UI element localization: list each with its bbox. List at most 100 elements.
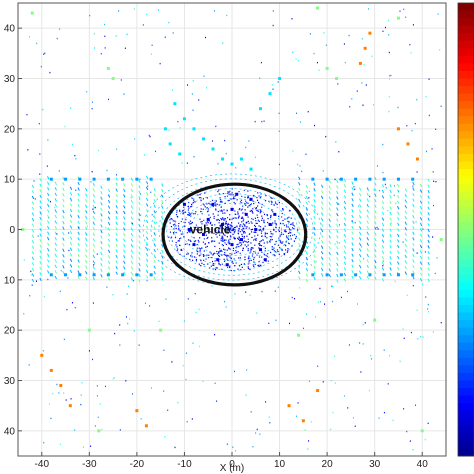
road-scan-dash [100, 185, 103, 189]
central-cloud-point [227, 228, 229, 230]
road-scan-dash [54, 181, 57, 186]
data-point [316, 6, 320, 10]
colorbar-segment [458, 237, 474, 246]
data-point [420, 429, 424, 433]
road-scan-dash [39, 205, 42, 210]
central-cloud-point [278, 237, 280, 239]
road-scan-dash [381, 245, 385, 249]
central-cloud-point [241, 225, 244, 227]
y-tick-label: 10 [4, 175, 16, 186]
data-point [325, 66, 329, 70]
central-cloud-point [209, 222, 212, 225]
central-cloud-point [226, 254, 228, 256]
road-scan-dash [161, 266, 164, 270]
scatter-cloud-point [139, 178, 141, 180]
road-scan-dash [69, 253, 73, 257]
scatter-cloud-point [376, 226, 378, 229]
scatter-cloud-point [167, 409, 169, 411]
central-cloud-point [240, 217, 243, 220]
scatter-cloud-point [420, 335, 422, 338]
road-scan-dash [69, 264, 73, 268]
central-cloud-point [238, 257, 240, 259]
scatter-cloud-point [120, 79, 122, 81]
colorbar-segment [458, 154, 474, 163]
road-scan-dash [328, 257, 331, 261]
central-cloud-point [200, 208, 202, 210]
scatter-cloud-point [157, 9, 159, 11]
road-scan-dash [358, 226, 362, 230]
road-scan-dash [412, 226, 415, 230]
road-scan-dash [31, 206, 35, 211]
road-scan-dash [47, 253, 50, 257]
central-cloud-point [227, 254, 229, 257]
colorbar-segment [458, 403, 474, 412]
scatter-cloud-point [163, 390, 165, 392]
central-cloud-point [232, 249, 235, 252]
central-cloud-point [178, 227, 180, 229]
data-point [249, 197, 253, 201]
central-cloud-point [260, 232, 263, 234]
road-scan-dash [298, 182, 301, 186]
central-cloud-point [240, 224, 242, 226]
scatter-cloud-point [43, 295, 45, 298]
central-cloud-point [278, 230, 281, 233]
scan-ring-arc [150, 178, 314, 281]
scatter-cloud-point [402, 241, 404, 243]
data-point [187, 228, 191, 231]
central-cloud-point [250, 248, 252, 250]
central-cloud-point [218, 189, 220, 191]
central-cloud-point [233, 237, 235, 240]
central-cloud-point [234, 252, 236, 255]
scatter-cloud-point [272, 88, 274, 90]
road-scan-dash [419, 266, 423, 271]
central-cloud-point [252, 264, 254, 266]
scatter-cloud-point [373, 189, 375, 191]
central-cloud-point [234, 230, 236, 232]
scatter-cloud-point [393, 194, 395, 197]
central-cloud-point [264, 225, 266, 227]
central-cloud-point [247, 266, 249, 268]
central-cloud-point [272, 233, 274, 235]
central-cloud-point [229, 238, 231, 240]
scatter-cloud-point [271, 83, 273, 86]
road-scan-dash [313, 210, 316, 214]
central-cloud-point [287, 220, 289, 223]
scatter-cloud-point [428, 311, 430, 313]
central-cloud-point [218, 252, 220, 254]
colorbar-segment [458, 18, 474, 27]
scatter-cloud-point [54, 206, 56, 209]
central-cloud-point [228, 243, 230, 245]
scatter-cloud-point [361, 82, 363, 84]
central-cloud-point [256, 254, 258, 256]
scatter-cloud-point [187, 84, 189, 86]
road-scan-dash [39, 200, 42, 204]
central-cloud-point [266, 214, 269, 216]
central-cloud-point [182, 233, 184, 235]
road-scan-dash [351, 187, 354, 191]
scatter-cloud-point [211, 285, 213, 287]
y-tick-label: 30 [4, 74, 16, 85]
central-cloud-point [194, 213, 196, 215]
colorbar-segment [458, 40, 474, 49]
scatter-cloud-point [64, 125, 66, 128]
central-cloud-point [247, 241, 250, 243]
road-scan-dash [374, 215, 377, 219]
scatter-cloud-point [398, 190, 400, 192]
scatter-cloud-point [428, 114, 430, 117]
central-cloud-point [257, 192, 259, 194]
central-cloud-point [199, 251, 201, 253]
central-cloud-point [242, 227, 244, 230]
central-cloud-point [224, 202, 226, 204]
central-cloud-point [249, 252, 251, 254]
central-cloud-point [285, 224, 288, 226]
central-cloud-point [225, 220, 227, 222]
central-cloud-point [230, 229, 232, 231]
scatter-cloud-point [390, 74, 392, 77]
x-tick-label: 30 [369, 459, 381, 470]
central-cloud-point [267, 218, 269, 220]
central-cloud-point [281, 248, 283, 250]
scatter-cloud-point [74, 429, 76, 431]
scatter-cloud-point [116, 148, 118, 150]
colorbar-segment [458, 274, 474, 283]
central-cloud-point [278, 229, 280, 231]
